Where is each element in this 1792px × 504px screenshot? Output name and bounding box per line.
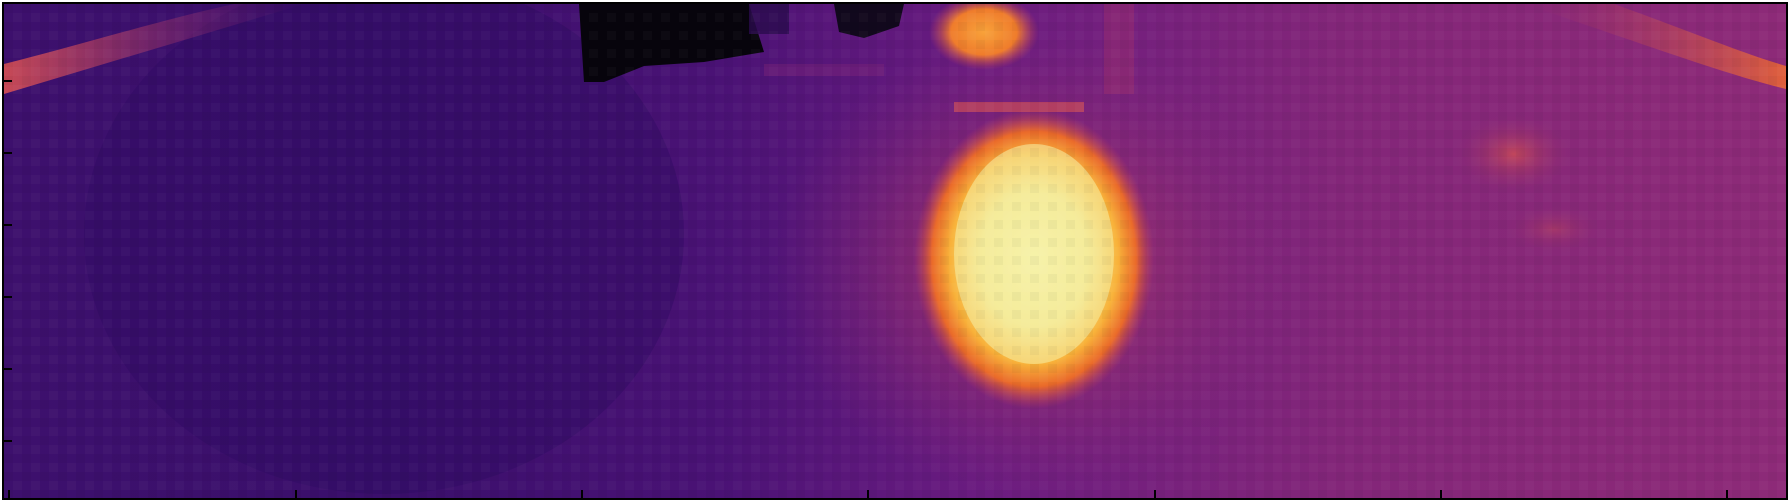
- x-tick: [1440, 490, 1442, 498]
- y-tick: [4, 440, 12, 442]
- x-tick: [8, 490, 10, 498]
- x-tick: [295, 490, 297, 498]
- y-tick: [4, 224, 12, 226]
- x-tick: [867, 490, 869, 498]
- thermal-heatmap-image: [4, 4, 1786, 498]
- x-tick: [1726, 490, 1728, 498]
- y-tick: [4, 152, 12, 154]
- y-tick: [4, 368, 12, 370]
- y-tick: [4, 296, 12, 298]
- y-tick: [4, 80, 12, 82]
- x-tick: [581, 490, 583, 498]
- x-tick: [1154, 490, 1156, 498]
